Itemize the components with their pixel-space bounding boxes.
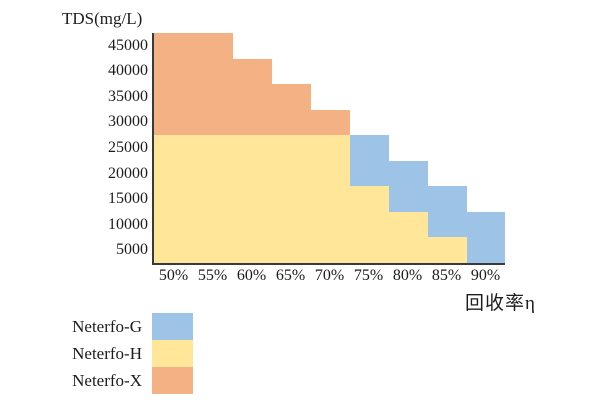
y-tick-label: 25000 [108,139,148,156]
x-tick-label: 60% [236,267,267,284]
area-segment-neterfo-x [232,58,272,136]
y-tick-label: 5000 [116,241,148,259]
x-tick-label: 50% [158,267,189,284]
x-tick-label: 75% [353,267,384,284]
area-segment-neterfo-h [388,211,428,263]
y-tick-label: 15000 [108,190,148,208]
area-segment-neterfo-h [349,186,389,263]
legend-item-neterfo-h: Neterfo-H [40,340,193,367]
legend-label: Neterfo-H [72,344,142,363]
area-segment-neterfo-h [232,135,272,263]
x-tick-label: 65% [275,267,306,284]
y-axis-title: TDS(mg/L) [62,9,143,28]
area-segment-neterfo-x [193,33,233,136]
legend-swatch-neterfo-x [152,367,193,394]
area-segment-neterfo-g [427,186,467,238]
area-segment-neterfo-h [271,135,311,263]
x-axis-title: 回收率η [465,293,536,314]
legend-label: Neterfo-G [72,317,142,336]
area-segment-neterfo-h [310,135,350,263]
area-segment-neterfo-g [349,135,389,187]
legend-label: Neterfo-X [72,371,142,390]
legend-swatch-neterfo-g [152,313,193,340]
area-segment-neterfo-h [154,135,194,263]
legend: Neterfo-G Neterfo-H Neterfo-X [40,313,193,394]
area-segment-neterfo-x [271,84,311,136]
legend-swatch-neterfo-h [152,340,193,367]
x-tick-label: 90% [470,267,501,284]
x-tick-label: 80% [392,267,423,284]
y-tick-label: 35000 [108,87,148,105]
legend-item-neterfo-g: Neterfo-G [40,313,193,340]
area-segment-neterfo-x [310,109,350,136]
y-tick-label: 45000 [108,36,148,54]
x-tick-label: 70% [314,267,345,284]
area-segment-neterfo-g [466,211,505,263]
y-tick-label: 30000 [108,113,148,131]
area-segment-neterfo-x [154,33,194,136]
x-tick-label: 55% [197,267,228,284]
y-tick-label: 40000 [108,62,148,80]
y-tick-label: 20000 [108,164,148,182]
y-tick-label: 10000 [108,215,148,233]
legend-item-neterfo-x: Neterfo-X [40,367,193,394]
area-segment-neterfo-h [427,237,467,263]
plot-area [152,33,505,265]
x-tick-label: 85% [431,267,462,284]
area-segment-neterfo-h [193,135,233,263]
area-segment-neterfo-g [388,160,428,212]
